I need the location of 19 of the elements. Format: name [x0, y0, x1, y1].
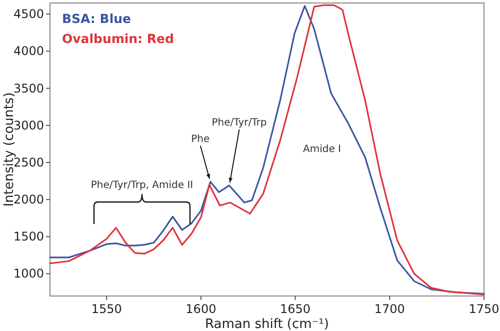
annotation: Phe/Tyr/Trp	[212, 117, 267, 128]
y-tick-label: 2000	[13, 192, 44, 207]
text: BSA: Blue	[62, 11, 131, 26]
annotation: Amide I	[303, 144, 341, 155]
y-tick-label: 1000	[13, 266, 44, 281]
annotation: Phe	[191, 134, 210, 145]
x-tick-label: 1700	[374, 302, 405, 316]
x-tick-label: 1550	[91, 302, 122, 316]
x-axis-title: Raman shift (cm⁻¹)	[205, 317, 329, 331]
y-tick-label: 4000	[13, 44, 44, 58]
x-tick-label: 1600	[186, 302, 216, 316]
x-tick-label: 1750	[468, 302, 500, 316]
annotation: Phe/Tyr/Trp, Amide II	[90, 180, 194, 191]
y-tick-label: 3000	[13, 118, 44, 132]
y-tick-label: 3500	[13, 81, 44, 96]
y-tick-label: 4500	[13, 7, 44, 22]
text: Ovalbumin: Red	[62, 31, 174, 46]
y-tick-label: 1500	[13, 230, 44, 244]
x-tick-label: 1650	[280, 302, 311, 316]
